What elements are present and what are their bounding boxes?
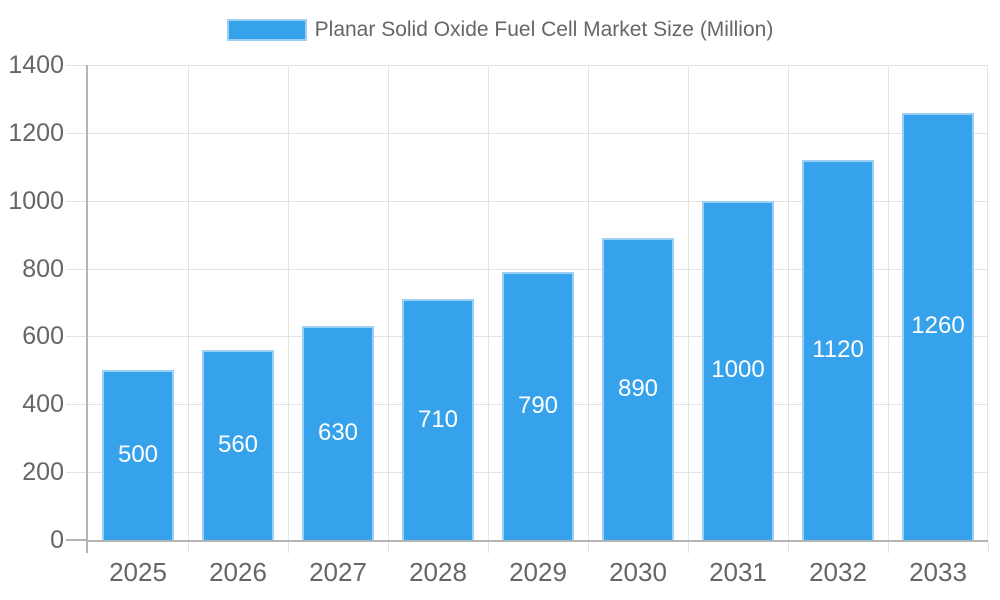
x-tick-mark <box>288 542 289 553</box>
x-tick-mark <box>86 540 88 553</box>
x-axis-label: 2033 <box>909 557 967 587</box>
bar-2030[interactable] <box>602 238 674 540</box>
y-tick-mark <box>66 336 86 337</box>
x-tick-mark <box>788 542 789 553</box>
bar-value-label: 500 <box>117 441 159 469</box>
bar-value-label: 1120 <box>812 336 864 363</box>
bar-2033[interactable] <box>902 112 974 540</box>
bar-2031[interactable] <box>702 200 774 540</box>
bar-2027[interactable] <box>302 326 374 540</box>
x-tick-mark <box>988 542 989 553</box>
gridline-vertical <box>688 65 689 540</box>
gridline-horizontal <box>88 269 988 270</box>
plot-area: 0 200 400 600 800 1000 1200 1400 500 2025 560 2026 6… <box>8 52 989 585</box>
bar-2032[interactable] <box>802 160 874 540</box>
gridline-horizontal <box>88 133 988 134</box>
x-axis-label: 2030 <box>609 557 667 587</box>
gridline-vertical <box>488 65 489 540</box>
y-axis-label: 200 <box>22 458 64 486</box>
x-tick-mark <box>388 542 389 553</box>
bar-value-label: 890 <box>617 375 659 403</box>
bar-value-label: 790 <box>517 391 559 419</box>
y-tick-mark <box>66 539 86 541</box>
x-axis-label: 2031 <box>709 557 767 587</box>
bar-2029[interactable] <box>502 271 574 540</box>
gridline-vertical <box>588 65 589 540</box>
bar-2025[interactable] <box>102 370 174 540</box>
x-axis-label: 2027 <box>309 557 367 587</box>
x-tick-mark <box>588 542 589 553</box>
y-tick-mark <box>66 133 86 134</box>
chart-legend: Planar Solid Oxide Fuel Cell Market Size… <box>0 19 1000 41</box>
y-axis-label: 600 <box>22 322 64 350</box>
x-axis-label: 2029 <box>509 557 567 587</box>
bar-value-label: 630 <box>317 419 359 447</box>
x-axis-label: 2032 <box>809 557 867 587</box>
bar-value-label: 1000 <box>711 356 765 384</box>
gridline-vertical <box>888 65 889 540</box>
gridline-vertical <box>788 65 789 540</box>
x-tick-mark <box>488 542 489 553</box>
y-tick-mark <box>66 201 86 202</box>
legend-swatch[interactable] <box>226 19 307 41</box>
gridline-vertical <box>388 65 389 540</box>
y-tick-mark <box>66 404 86 405</box>
bar-2028[interactable] <box>402 299 474 540</box>
x-axis-label: 2026 <box>209 557 267 587</box>
gridline-vertical <box>288 65 289 540</box>
x-tick-mark <box>888 542 889 553</box>
gridline-vertical <box>188 65 189 540</box>
y-axis-label: 1000 <box>8 187 64 215</box>
x-axis-label: 2028 <box>409 557 467 587</box>
y-axis-label: 400 <box>22 390 64 418</box>
bar-value-label: 710 <box>417 405 459 433</box>
y-axis-label: 0 <box>50 526 64 554</box>
gridline-vertical <box>987 65 988 540</box>
x-tick-mark <box>688 542 689 553</box>
y-axis-label: 1200 <box>8 119 64 147</box>
y-tick-mark <box>66 472 86 473</box>
y-tick-mark <box>66 269 86 270</box>
x-axis-label: 2025 <box>109 557 167 587</box>
y-axis-label: 1400 <box>8 51 64 79</box>
bar-2026[interactable] <box>202 350 274 540</box>
bar-value-label: 1260 <box>911 312 965 340</box>
bar-value-label: 560 <box>217 431 259 458</box>
gridline-horizontal <box>88 201 988 202</box>
x-tick-mark <box>188 542 189 553</box>
legend-series-label[interactable]: Planar Solid Oxide Fuel Cell Market Size… <box>314 18 774 41</box>
gridline-horizontal <box>88 65 988 66</box>
y-axis-label: 800 <box>22 255 64 283</box>
y-tick-mark <box>66 65 86 66</box>
